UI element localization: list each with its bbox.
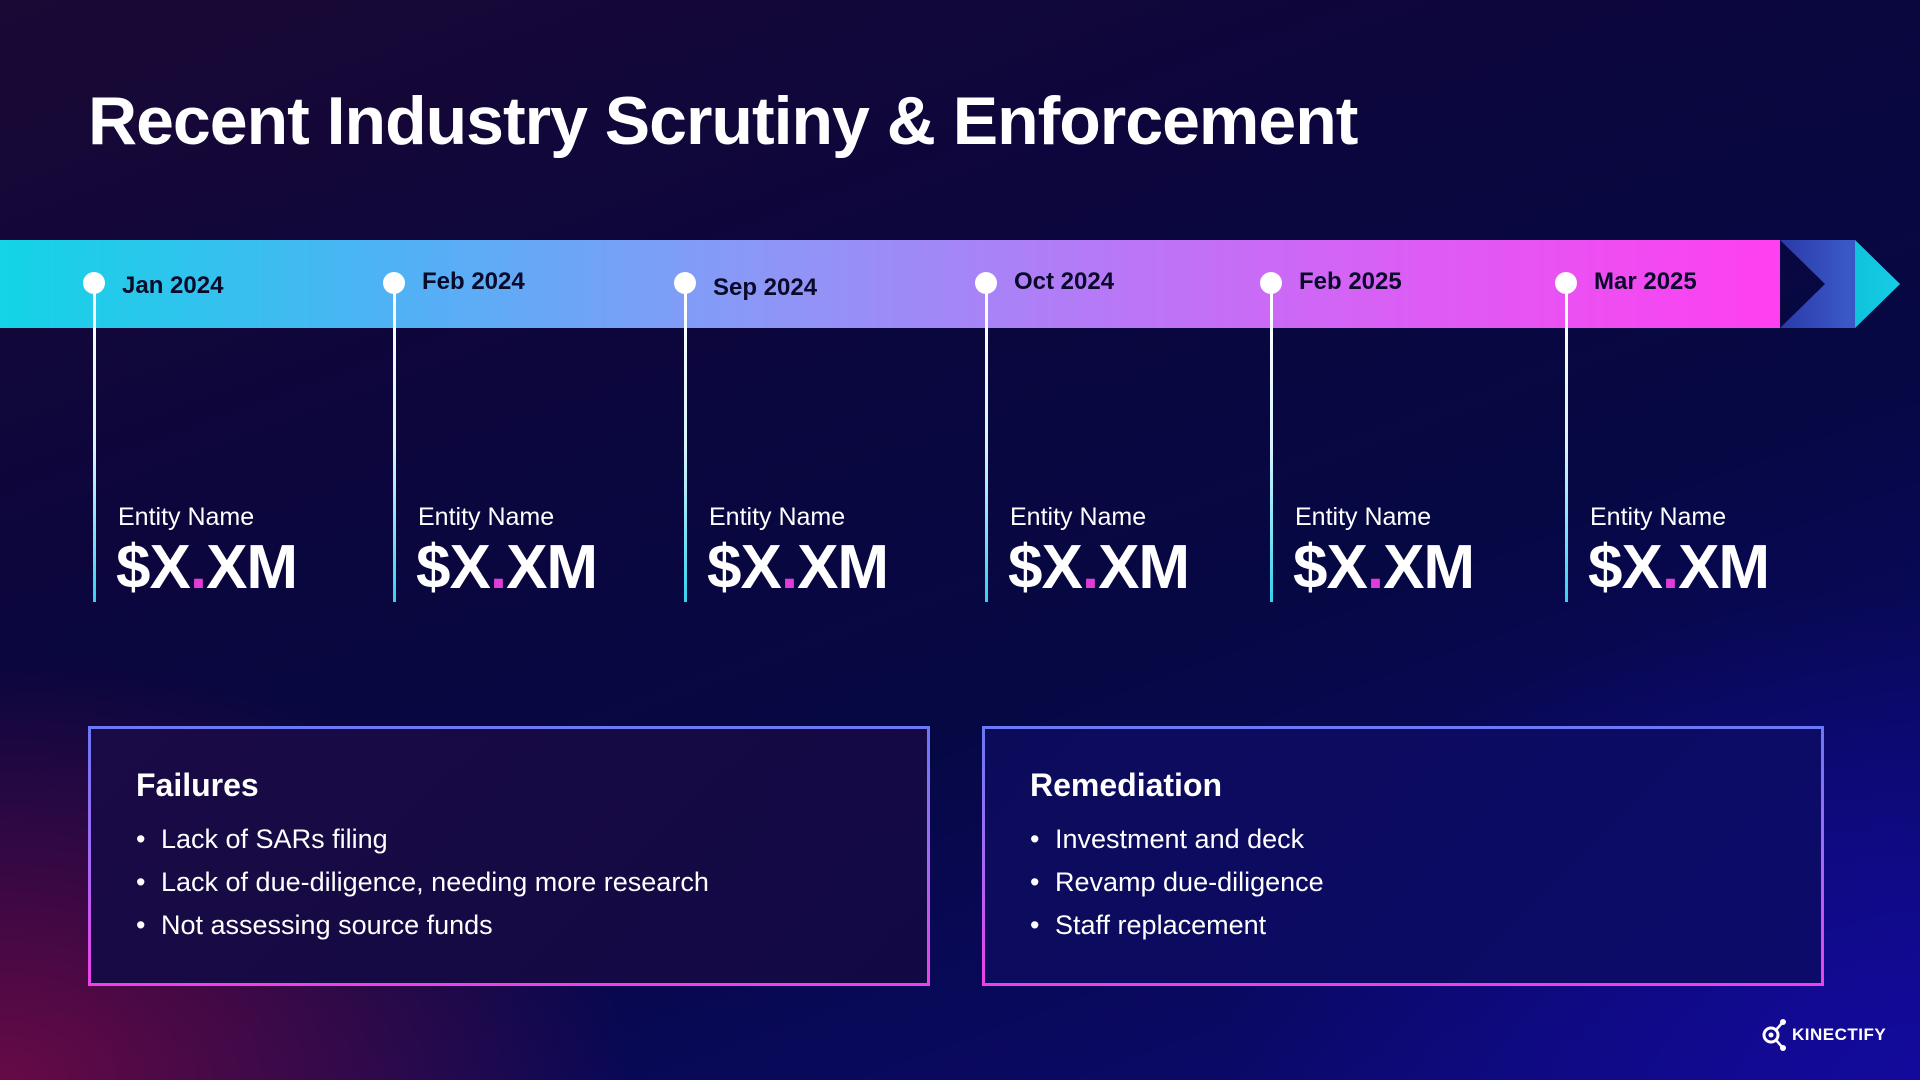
event-entity-name: Entity Name [1295,503,1432,531]
timeline-connector [683,292,687,602]
timeline-marker-icon [1555,272,1577,294]
logo-text: KINECTIFY [1792,1025,1887,1044]
event-date: Feb 2024 [422,268,525,295]
amount-prefix: $X [1008,533,1083,602]
event-entity-name: Entity Name [118,503,255,531]
timeline-event: Sep 2024 Entity Name $X.XM [674,270,975,610]
list-item: Revamp due-diligence [1030,861,1821,904]
amount-separator: . [1366,533,1384,602]
timeline-event: Mar 2025 Entity Name $X.XM [1555,268,1856,610]
failures-list: Lack of SARs filing Lack of due-diligenc… [136,818,927,947]
failures-heading: Failures [136,767,259,803]
amount-separator: . [189,533,207,602]
page-title: Recent Industry Scrutiny & Enforcement [88,83,1358,159]
event-date: Feb 2025 [1299,268,1402,295]
amount-prefix: $X [116,533,191,602]
timeline-marker-icon [83,272,105,294]
amount-prefix: $X [416,533,491,602]
amount-prefix: $X [1588,533,1663,602]
amount-prefix: $X [707,533,782,602]
event-amount: $X.XM [116,532,298,603]
event-entity-name: Entity Name [709,503,846,531]
timeline-marker-icon [975,272,997,294]
remediation-box: Remediation Investment and deck Revamp d… [982,726,1824,986]
amount-prefix: $X [1293,533,1368,602]
event-amount: $X.XM [1588,532,1770,603]
failures-box: Failures Lack of SARs filing Lack of due… [88,726,930,986]
amount-separator: . [1661,533,1679,602]
event-entity-name: Entity Name [1010,503,1147,531]
kinectify-logo: KINECTIFY [1760,1018,1886,1052]
timeline-event: Feb 2025 Entity Name $X.XM [1260,268,1561,610]
event-entity-name: Entity Name [1590,503,1727,531]
list-item: Not assessing source funds [136,904,927,947]
amount-suffix: XM [506,533,598,602]
remediation-heading: Remediation [1030,767,1223,803]
event-date: Mar 2025 [1594,268,1697,295]
amount-suffix: XM [797,533,889,602]
event-entity-name: Entity Name [418,503,555,531]
remediation-list: Investment and deck Revamp due-diligence… [1030,818,1821,947]
timeline-arrow-tip [1855,240,1900,328]
list-item: Staff replacement [1030,904,1821,947]
amount-separator: . [489,533,507,602]
list-item: Lack of SARs filing [136,818,927,861]
event-amount: $X.XM [707,532,889,603]
timeline-connector [92,292,96,602]
amount-suffix: XM [206,533,298,602]
amount-separator: . [1081,533,1099,602]
timeline-connector [1564,292,1568,602]
timeline-marker-icon [383,272,405,294]
event-amount: $X.XM [1008,532,1190,603]
list-item: Investment and deck [1030,818,1821,861]
event-amount: $X.XM [416,532,598,603]
timeline-connector [984,292,988,602]
timeline-event: Jan 2024 Entity Name $X.XM [83,270,384,610]
timeline-marker-icon [674,272,696,294]
list-item: Lack of due-diligence, needing more rese… [136,861,927,904]
timeline-band [0,240,1780,328]
event-amount: $X.XM [1293,532,1475,603]
amount-suffix: XM [1098,533,1190,602]
timeline-event: Oct 2024 Entity Name $X.XM [975,268,1276,610]
timeline-connector [392,292,396,602]
amount-separator: . [780,533,798,602]
amount-suffix: XM [1383,533,1475,602]
kinectify-logo-icon [1762,1019,1786,1051]
timeline-event: Feb 2024 Entity Name $X.XM [383,268,684,610]
timeline-marker-icon [1260,272,1282,294]
event-date: Oct 2024 [1014,268,1115,295]
timeline-connector [1269,292,1273,602]
event-date: Jan 2024 [122,272,224,299]
amount-suffix: XM [1678,533,1770,602]
event-date: Sep 2024 [713,274,818,301]
